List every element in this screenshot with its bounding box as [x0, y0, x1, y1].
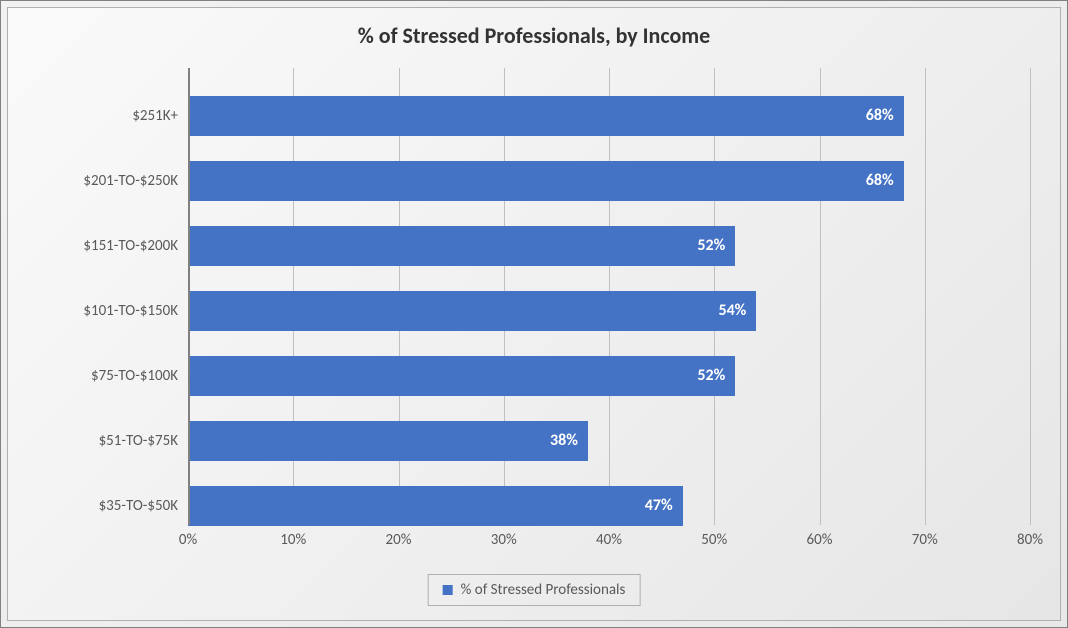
- category-label: $35-TO-$50K: [99, 497, 188, 515]
- x-tick-label: 70%: [912, 525, 938, 549]
- x-tick-label: 40%: [596, 525, 622, 549]
- bar-row: $251K+68%: [188, 96, 1030, 136]
- x-tick-label: 20%: [386, 525, 412, 549]
- legend: % of Stressed Professionals: [428, 574, 641, 606]
- x-tick-label: 0%: [179, 525, 197, 549]
- bar: 68%: [188, 161, 904, 201]
- category-label: $251K+: [132, 107, 188, 125]
- bar-value-label: 68%: [866, 106, 894, 125]
- legend-swatch: [443, 585, 453, 595]
- bar: 68%: [188, 96, 904, 136]
- bar-value-label: 38%: [550, 431, 578, 450]
- category-label: $51-TO-$75K: [99, 432, 188, 450]
- bar-value-label: 52%: [697, 236, 725, 255]
- bar: 38%: [188, 421, 588, 461]
- bar-value-label: 47%: [645, 496, 673, 515]
- bar-row: $51-TO-$75K38%: [188, 421, 1030, 461]
- bar-value-label: 68%: [866, 171, 894, 190]
- x-tick-label: 50%: [701, 525, 727, 549]
- bar-row: $35-TO-$50K47%: [188, 486, 1030, 526]
- x-tick-label: 30%: [491, 525, 517, 549]
- x-tick-label: 60%: [807, 525, 833, 549]
- legend-label: % of Stressed Professionals: [461, 581, 626, 599]
- category-label: $201-TO-$250K: [83, 172, 188, 190]
- bar-value-label: 52%: [697, 366, 725, 385]
- bar: 54%: [188, 291, 756, 331]
- gridline: [1030, 68, 1031, 525]
- plot-area: 0%10%20%30%40%50%60%70%80%$251K+68%$201-…: [188, 68, 1030, 525]
- bar-row: $101-TO-$150K54%: [188, 291, 1030, 331]
- chart-title: % of Stressed Professionals, by Income: [8, 22, 1060, 49]
- chart-container: % of Stressed Professionals, by Income 0…: [0, 0, 1068, 628]
- plot-inner: 0%10%20%30%40%50%60%70%80%$251K+68%$201-…: [188, 68, 1030, 525]
- chart-inner: % of Stressed Professionals, by Income 0…: [7, 7, 1061, 621]
- bar-row: $201-TO-$250K68%: [188, 161, 1030, 201]
- x-tick-label: 80%: [1017, 525, 1043, 549]
- category-label: $75-TO-$100K: [91, 367, 188, 385]
- bar-row: $75-TO-$100K52%: [188, 356, 1030, 396]
- bar: 47%: [188, 486, 683, 526]
- bar-value-label: 54%: [718, 301, 746, 320]
- bar: 52%: [188, 226, 735, 266]
- y-axis-line: [188, 68, 190, 525]
- bar-row: $151-TO-$200K52%: [188, 226, 1030, 266]
- category-label: $101-TO-$150K: [83, 302, 188, 320]
- bar: 52%: [188, 356, 735, 396]
- category-label: $151-TO-$200K: [83, 237, 188, 255]
- x-tick-label: 10%: [280, 525, 306, 549]
